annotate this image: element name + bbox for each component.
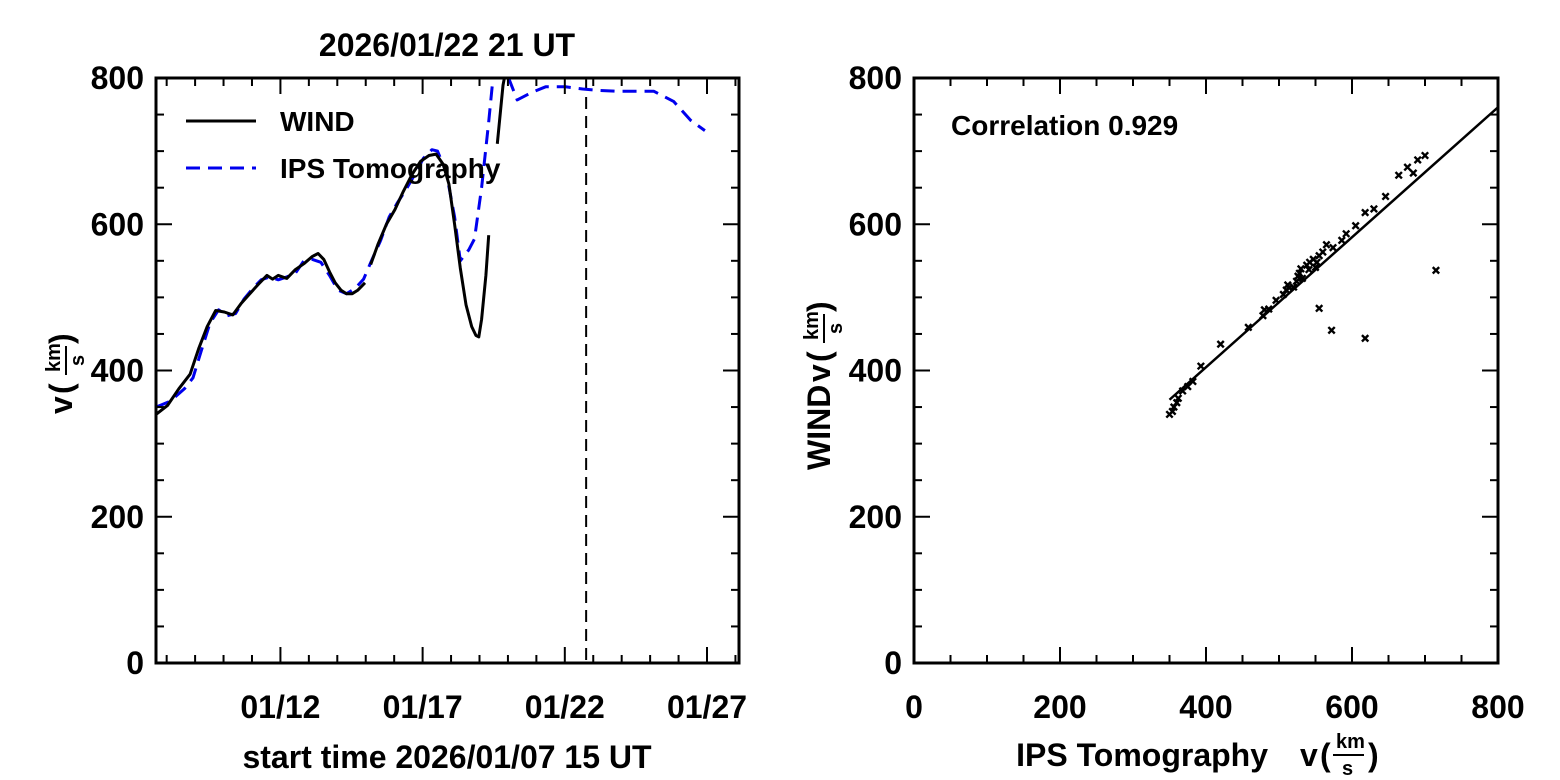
y-tick-label: 600	[91, 206, 144, 242]
scatter-y-tick-label: 200	[849, 499, 902, 535]
scatter-y-axis-unit-num: km	[801, 311, 823, 340]
scatter-panel: 0 200 400 600 800 0 200 400 600 800 Correlation 0…	[801, 60, 1525, 780]
scatter-point	[1298, 274, 1307, 283]
scatter-point	[1311, 263, 1320, 272]
y-axis-var: v	[43, 396, 79, 414]
scatter-point	[1342, 229, 1351, 238]
scatter-x-tick-label: 400	[1179, 689, 1232, 725]
scatter-point	[1174, 394, 1183, 403]
scatter-x-tick-label: 200	[1033, 689, 1086, 725]
y-axis-unit-num: km	[43, 343, 65, 372]
time-series-lines	[156, 78, 706, 663]
scatter-point	[1381, 192, 1390, 201]
y-tick-label: 0	[126, 645, 144, 681]
y-axis-unit-den: s	[67, 355, 89, 366]
scatter-point	[1361, 334, 1370, 343]
legend-ips-label: IPS Tomography	[280, 153, 501, 184]
scatter-point	[1318, 247, 1327, 257]
scatter-point	[1409, 169, 1418, 178]
scatter-point	[1361, 208, 1370, 217]
scatter-point	[1272, 296, 1281, 305]
scatter-point	[1369, 204, 1378, 213]
scatter-point	[1188, 377, 1197, 386]
scatter-y-axis-paren-open: (	[801, 351, 837, 362]
scatter-y-tick-label: 800	[849, 60, 902, 96]
y-tick-label: 400	[91, 353, 144, 389]
scatter-point	[1337, 236, 1346, 245]
x-tick-label: 01/22	[525, 689, 605, 725]
scatter-y-axis-paren-close: )	[801, 301, 837, 312]
scatter-x-tick-label: 600	[1325, 689, 1378, 725]
scatter-point	[1196, 362, 1205, 371]
scatter-y-axis-var: v	[801, 364, 837, 382]
scatter-x-axis-label: IPS Tomography v ( km s )	[1016, 731, 1379, 780]
time-series-panel: 2026/01/22 21 UT 0 200 400 600 800 01/12 01/17…	[43, 27, 747, 775]
scatter-x-axis-var: v	[1300, 737, 1318, 773]
correlation-annotation: Correlation 0.929	[951, 110, 1178, 141]
scatter-y-tick-label: 600	[849, 206, 902, 242]
x-tick-label: 01/12	[240, 689, 320, 725]
scatter-point	[1258, 311, 1267, 320]
scatter-x-axis-unit-num: km	[1336, 731, 1365, 753]
wind-series-line	[495, 78, 506, 144]
scatter-y-axis-unit-den: s	[825, 323, 847, 334]
scatter-point	[1244, 323, 1253, 332]
scatter-point	[1289, 283, 1298, 292]
scatter-y-axis-text: WIND	[801, 385, 837, 470]
scatter-point	[1312, 258, 1322, 267]
scatter-x-axis-unit-den: s	[1342, 758, 1353, 780]
x-tick-label: 01/27	[667, 689, 747, 725]
ips-series-line	[507, 78, 706, 132]
time-series-tick-labels: 0 200 400 600 800 01/12 01/17 01/22 01/27	[91, 60, 747, 725]
scatter-ticks	[913, 77, 1499, 664]
scatter-y-tick-label: 0	[884, 645, 902, 681]
scatter-x-tick-label: 0	[905, 689, 923, 725]
scatter-point	[1403, 163, 1412, 172]
y-axis-label: v ( km s )	[43, 333, 89, 414]
legend: WIND IPS Tomography	[186, 106, 501, 184]
scatter-point	[1216, 340, 1225, 349]
scatter-point	[1413, 155, 1422, 164]
chart-title: 2026/01/22 21 UT	[319, 27, 576, 63]
wind-series-line	[156, 252, 367, 416]
y-axis-paren-close: )	[43, 333, 79, 344]
regression-line	[1168, 106, 1499, 401]
legend-wind-label: WIND	[280, 106, 355, 137]
scatter-point	[1328, 243, 1338, 252]
scatter-point	[1351, 221, 1360, 230]
scatter-x-axis-paren-open: (	[1320, 737, 1331, 773]
scatter-point	[1322, 240, 1331, 249]
scatter-point	[1304, 265, 1313, 274]
scatter-point	[1327, 326, 1336, 335]
scatter-point	[1264, 305, 1273, 314]
wind-series-line	[369, 152, 491, 339]
scatter-x-axis-text: IPS Tomography	[1016, 737, 1268, 773]
y-tick-label: 800	[91, 60, 144, 96]
scatter-point	[1394, 171, 1403, 180]
scatter-point	[1420, 151, 1430, 160]
scatter-y-axis-label: WIND v ( km s )	[801, 301, 847, 470]
scatter-y-tick-label: 400	[849, 353, 902, 389]
time-series-plot-area	[156, 78, 706, 663]
scatter-tick-labels: 0 200 400 600 800 0 200 400 600 800	[849, 60, 1525, 725]
y-axis-paren-open: (	[43, 383, 79, 394]
scatter-x-axis-paren-close: )	[1368, 737, 1379, 773]
x-tick-label: 01/17	[383, 689, 463, 725]
scatter-x-tick-label: 800	[1471, 689, 1524, 725]
scatter-point	[1431, 266, 1440, 275]
time-series-ticks	[156, 77, 739, 664]
x-axis-label: start time 2026/01/07 15 UT	[242, 739, 652, 775]
scatter-point	[1296, 264, 1305, 273]
scatter-plot-area	[1165, 106, 1499, 419]
scatter-point	[1292, 277, 1301, 286]
scatter-point	[1315, 304, 1324, 313]
y-tick-label: 200	[91, 499, 144, 535]
